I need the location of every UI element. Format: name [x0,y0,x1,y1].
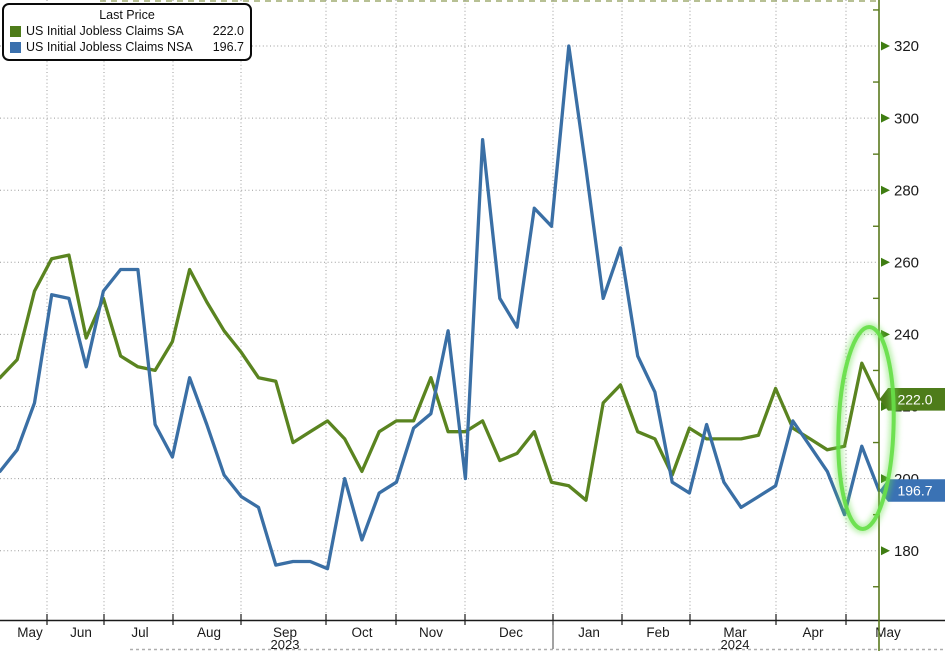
y-tick-arrow-icon [881,257,890,267]
y-tick-arrow-icon [881,546,890,556]
nsa-series-swatch [10,41,21,53]
x-axis-month-label: Aug [197,625,221,640]
sa-series-line [0,253,881,502]
y-axis-tick-label: 320 [894,38,919,55]
nsa-last-price-badge [879,479,945,502]
x-axis-month-label: May [17,625,43,640]
gridlines [0,0,879,621]
sa-last-price-badge-text: 222.0 [897,391,932,407]
nsa-series-label: US Initial Jobless Claims NSA [26,40,193,54]
sa-series-value: 222.0 [212,24,244,38]
legend-title: Last Price [99,8,155,22]
x-axis-month-label: Mar [723,625,747,640]
y-tick-arrow-icon [881,185,890,195]
x-axis-month-label: Nov [419,625,443,640]
legend-item-nsa: US Initial Jobless Claims NSA 196.7 [10,39,244,55]
sa-series-swatch [10,25,21,37]
y-tick-arrow-icon [881,113,890,123]
x-axis-year-label: 2023 [271,637,300,651]
x-axis-month-label: Jul [131,625,148,640]
y-axis-tick-label: 240 [894,327,919,344]
y-axis-tick-label: 180 [894,543,919,560]
y-axis: 180200220240260280300320 [873,0,919,651]
x-axis-month-label: Jun [70,625,92,640]
y-axis-tick-label: 260 [894,255,919,272]
sa-series-label: US Initial Jobless Claims SA [26,24,184,38]
x-axis-month-label: Feb [646,625,669,640]
legend-box: Last Price US Initial Jobless Claims SA … [2,3,252,61]
x-axis-month-label: May [875,625,901,640]
nsa-last-price-badge-text: 196.7 [897,482,932,498]
y-axis-tick-label: 300 [894,110,919,127]
y-axis-tick-label: 280 [894,182,919,199]
nsa-series-value: 196.7 [212,40,244,54]
nsa-series-line [0,44,881,571]
x-axis-month-label: Dec [499,625,523,640]
y-tick-arrow-icon [881,41,890,51]
x-axis-month-label: Jan [578,625,600,640]
highlight-ellipse-stroke [836,325,896,531]
x-axis-month-label: Sep [273,625,297,640]
x-axis-year-label: 2024 [721,637,750,651]
legend-item-sa: US Initial Jobless Claims SA 222.0 [10,23,244,39]
x-axis-month-label: Apr [802,625,824,640]
highlight-ellipse [833,322,899,534]
x-axis-month-label: Oct [351,625,372,640]
x-axis: May Jun Jul Aug Sep Oct Nov Dec Jan Feb Mar Apr May 2… [0,614,945,651]
